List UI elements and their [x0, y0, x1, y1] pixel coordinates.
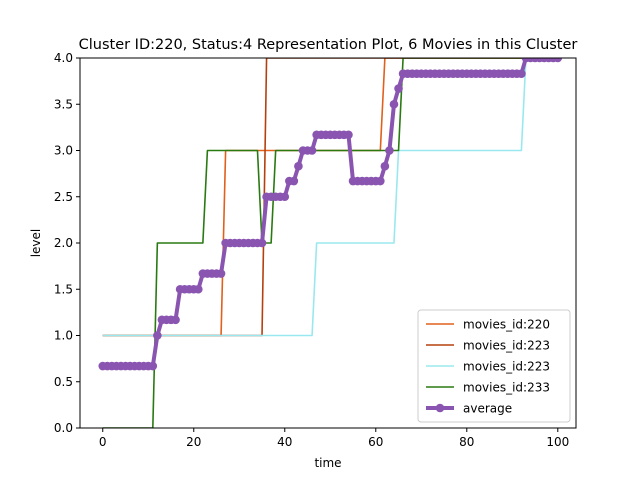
legend-label: movies_id:223 — [463, 360, 550, 374]
x-axis: 0 20 40 60 80 100 — [99, 428, 569, 449]
average-point — [171, 315, 180, 325]
average-point — [553, 58, 563, 63]
y-tick-label: 2.5 — [54, 190, 73, 204]
legend-label: movies_id:223 — [463, 339, 550, 353]
x-tick-label: 80 — [459, 435, 474, 449]
average-point — [257, 238, 267, 248]
legend-label: movies_id:233 — [463, 381, 550, 395]
average-point — [389, 99, 399, 109]
x-tick-label: 40 — [277, 435, 292, 449]
y-tick-label: 3.0 — [54, 144, 73, 158]
average-point — [380, 161, 390, 171]
series-layer — [98, 58, 563, 428]
x-axis-label: time — [314, 456, 341, 470]
legend-marker — [435, 403, 445, 413]
x-tick-label: 100 — [546, 435, 569, 449]
legend: movies_id:220 movies_id:223 movies_id:223m… — [417, 309, 571, 423]
legend-label: movies_id:220 — [463, 318, 550, 332]
x-tick-label: 60 — [368, 435, 383, 449]
average-point — [294, 161, 303, 171]
chart-title: Cluster ID:220, Status:4 Representation … — [79, 37, 578, 53]
y-tick-label: 1.5 — [54, 282, 73, 296]
x-tick-label: 20 — [186, 435, 201, 449]
average-point — [194, 284, 203, 294]
y-tick-label: 2.0 — [54, 236, 73, 250]
average-point — [153, 331, 162, 340]
average-point — [289, 176, 299, 186]
y-tick-label: 4.0 — [54, 51, 73, 65]
x-tick-label: 0 — [99, 435, 107, 449]
y-tick-label: 3.5 — [54, 97, 73, 111]
average-point — [280, 192, 290, 202]
legend-label: average — [463, 402, 512, 416]
average-point — [385, 146, 394, 155]
average-point — [148, 361, 158, 371]
y-axis: 0.0 0.5 1.0 1.5 2.0 2.5 3.0 3.5 4.0 — [54, 51, 80, 435]
average-point — [307, 146, 317, 155]
y-tick-label: 0.0 — [54, 421, 73, 435]
y-axis-label: level — [29, 229, 43, 258]
y-tick-label: 0.5 — [54, 375, 73, 389]
average-point — [344, 130, 353, 140]
y-tick-label: 1.0 — [54, 329, 73, 343]
average-point — [376, 176, 385, 186]
series-line-3 — [102, 58, 558, 428]
average-point — [517, 69, 526, 79]
average-point — [394, 84, 403, 93]
average-point — [216, 269, 226, 278]
legend-box — [417, 309, 571, 423]
